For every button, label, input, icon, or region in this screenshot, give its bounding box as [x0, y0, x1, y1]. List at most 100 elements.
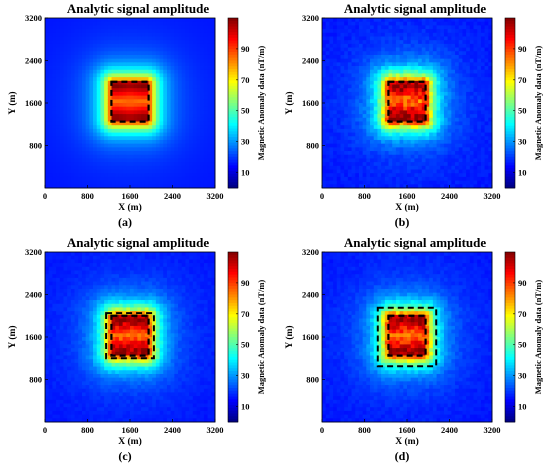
heatmap-cell — [473, 47, 478, 52]
heatmap-cell — [85, 252, 90, 257]
heatmap-cell — [399, 143, 404, 148]
heatmap-cell — [45, 62, 50, 67]
heatmap-cell — [440, 128, 445, 133]
heatmap-cell — [74, 121, 79, 126]
heatmap-cell — [207, 143, 212, 148]
heatmap-cell — [74, 139, 79, 145]
colorbar-swatch — [228, 165, 238, 169]
heatmap-cell — [74, 84, 79, 89]
heatmap-cell — [488, 99, 493, 104]
heatmap-cell — [170, 43, 175, 48]
heatmap-cell — [152, 95, 157, 100]
heatmap-cell — [148, 121, 153, 126]
heatmap-cell — [207, 106, 212, 111]
heatmap-cell — [192, 80, 197, 85]
heatmap-cell — [133, 180, 138, 185]
heatmap-cell — [96, 47, 101, 52]
heatmap-cell — [200, 91, 205, 97]
heatmap-cell — [45, 154, 50, 159]
heatmap-cell — [377, 147, 382, 152]
heatmap-cell — [63, 348, 68, 353]
heatmap-cell — [207, 176, 212, 182]
heatmap-cell — [322, 147, 327, 152]
heatmap-cell — [111, 110, 116, 115]
heatmap-cells — [45, 252, 216, 423]
heatmap-cell — [107, 66, 112, 71]
heatmap-cell — [358, 154, 364, 159]
heatmap-cell — [333, 158, 338, 163]
heatmap-cell — [358, 91, 364, 97]
heatmap-cell — [395, 95, 401, 100]
heatmap-cell — [100, 18, 105, 23]
heatmap-cell — [70, 95, 75, 100]
heatmap-cell — [52, 381, 57, 386]
heatmap-cell — [329, 73, 334, 78]
heatmap-cell — [111, 180, 116, 185]
heatmap-cell — [392, 32, 397, 37]
heatmap-cell — [52, 407, 57, 412]
heatmap-cell — [74, 73, 79, 78]
heatmap-cell — [170, 51, 175, 56]
heatmap-cell — [440, 69, 445, 74]
heatmap-cell — [443, 32, 449, 37]
heatmap-cell — [74, 40, 79, 45]
colorbar-swatch — [228, 185, 238, 189]
heatmap-cell — [203, 154, 209, 159]
heatmap-cell — [163, 43, 168, 48]
heatmap-cell — [70, 69, 75, 74]
heatmap-cell — [370, 25, 375, 30]
heatmap-cell — [104, 128, 109, 133]
heatmap-cell — [488, 66, 493, 71]
heatmap-cell — [89, 21, 94, 26]
heatmap-cell — [70, 370, 75, 375]
heatmap-cell — [70, 121, 75, 126]
heatmap-cell — [432, 128, 437, 133]
heatmap-cell — [388, 25, 393, 30]
heatmap-cell — [52, 40, 57, 45]
heatmap-cell — [85, 91, 90, 97]
heatmap-cell — [85, 270, 90, 275]
heatmap-cell — [70, 173, 75, 178]
heatmap-cell — [473, 117, 478, 122]
heatmap-cell — [407, 136, 412, 141]
heatmap-cell — [377, 58, 382, 63]
heatmap-cell — [81, 180, 87, 185]
heatmap-cell — [373, 125, 378, 130]
heatmap-cell — [93, 95, 98, 100]
heatmap-cell — [384, 103, 389, 108]
heatmap-cell — [370, 125, 375, 130]
heatmap-cell — [48, 21, 53, 26]
heatmap-cell — [159, 151, 164, 156]
heatmap-cell — [200, 25, 205, 30]
heatmap-cell — [52, 139, 57, 145]
heatmap-cell — [89, 259, 94, 264]
heatmap-cell — [163, 62, 168, 67]
heatmap-cell — [333, 121, 338, 126]
heatmap-cell — [56, 40, 61, 45]
heatmap-cell — [440, 121, 445, 126]
heatmap-cell — [181, 165, 186, 170]
heatmap-cell — [48, 337, 53, 342]
heatmap-cell — [170, 32, 175, 37]
heatmap-cell — [152, 91, 157, 97]
heatmap-cell — [178, 47, 183, 52]
heatmap-cell — [63, 399, 68, 404]
heatmap-cell — [344, 84, 349, 89]
heatmap-cell — [130, 84, 135, 89]
heatmap-cell — [130, 62, 135, 67]
heatmap-cell — [100, 176, 105, 182]
heatmap-cell — [45, 366, 50, 371]
heatmap-cell — [170, 143, 175, 148]
heatmap-cell — [436, 173, 441, 178]
heatmap-cell — [78, 314, 83, 319]
heatmap-cell — [70, 418, 75, 423]
heatmap-cell — [63, 32, 68, 37]
heatmap-cell — [462, 66, 467, 71]
heatmap-cell — [81, 99, 87, 104]
heatmap-cell — [414, 151, 419, 156]
heatmap-cell — [421, 43, 426, 48]
heatmap-cell — [70, 351, 75, 356]
heatmap-cell — [421, 176, 426, 182]
heatmap-cell — [104, 114, 109, 119]
heatmap-cell — [403, 69, 408, 74]
